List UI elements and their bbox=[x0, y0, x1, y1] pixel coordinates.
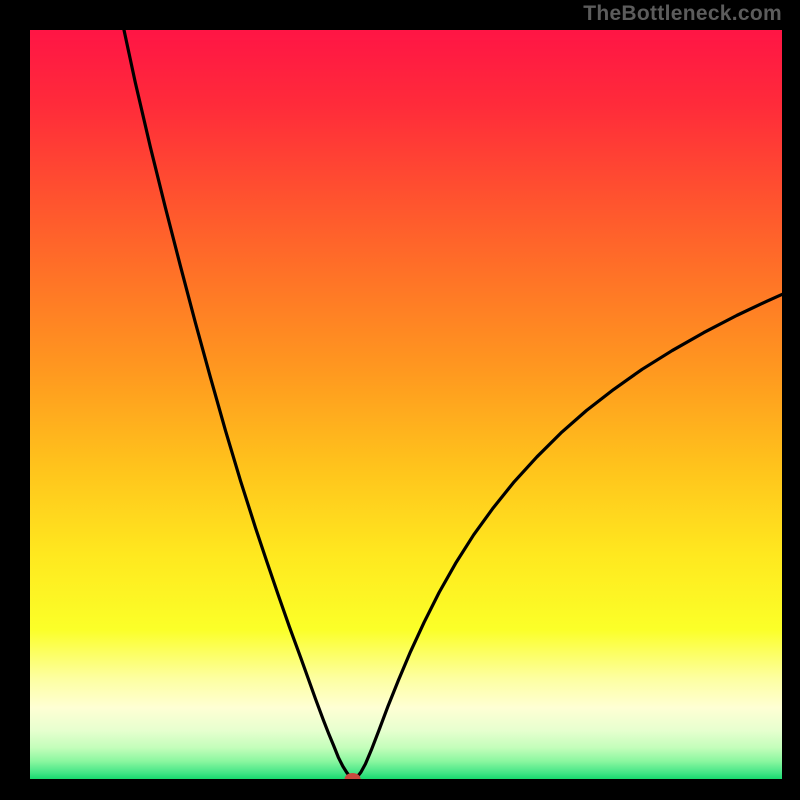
chart-svg bbox=[30, 30, 782, 779]
watermark-text: TheBottleneck.com bbox=[583, 2, 782, 26]
chart-frame: TheBottleneck.com bbox=[0, 0, 800, 800]
gradient-background bbox=[30, 30, 782, 779]
plot-area bbox=[30, 30, 782, 779]
